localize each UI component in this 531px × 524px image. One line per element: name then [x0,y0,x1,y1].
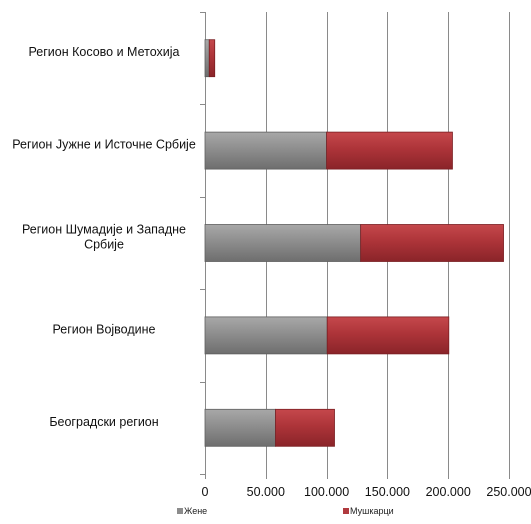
legend-label: Мушкарци [350,506,394,516]
x-tick-label: 0 [202,485,209,499]
category-label: Регион Шумадије и Западне Србије [22,223,186,252]
legend: Жене Мушкарци [177,506,394,516]
category-label: Регион Војводине [53,322,156,336]
bar-segment [204,224,362,262]
legend-label: Жене [184,506,207,516]
x-tick-label: 150.000 [365,485,410,499]
bar-segment [275,408,335,447]
bar-segment [204,131,327,170]
x-tick-labels: 0 50.000 100.000 150.000 200.000 250.000 [202,485,531,499]
legend-swatch [343,508,349,514]
bar-segment [326,131,453,170]
bars [204,39,504,447]
x-tick-label: 200.000 [426,485,471,499]
category-label: Регион Јужне и Источне Србије [12,138,196,152]
bar-segment [326,316,450,355]
category-label: Регион Косово и Метохија [28,45,179,59]
bar-segment [204,39,210,78]
bar-segment [204,316,328,355]
category-labels: Регион Косово и Метохија Регион Јужне и И… [12,45,196,429]
bar-segment [204,408,276,447]
bar-segment [360,224,504,262]
x-tick-label: 50.000 [247,485,285,499]
bar-segment [208,39,216,78]
x-tick-label: 100.000 [304,485,349,499]
legend-swatch [177,508,183,514]
category-label: Београдски регион [49,415,158,429]
x-tick-label: 250.000 [486,485,531,499]
